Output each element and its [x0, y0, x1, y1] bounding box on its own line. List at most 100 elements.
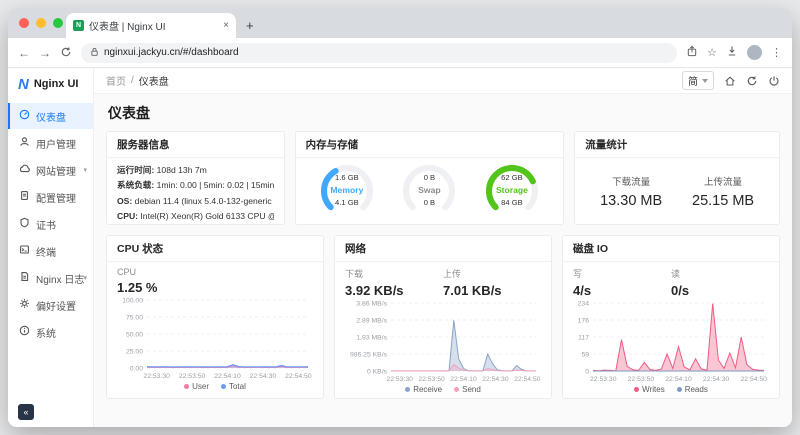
- svg-text:117: 117: [578, 335, 589, 342]
- language-select[interactable]: 简: [682, 71, 714, 90]
- traffic-card: 流量统计 下载流量 13.30 MB 上传流量 25.15 MB: [574, 131, 780, 225]
- network-chart: 3.86 MB/s 2.89 MB/s 1.93 MB/s 986.25 KB/s 0 …: [345, 299, 541, 384]
- file-icon: [19, 190, 30, 204]
- home-icon[interactable]: [724, 75, 736, 87]
- close-window-button[interactable]: [19, 18, 29, 28]
- favicon: N: [73, 20, 84, 31]
- svg-text:0.00: 0.00: [130, 366, 143, 373]
- stat-value: 3.92 KB/s: [345, 283, 404, 298]
- cpu-chart: 100.00 75.00 50.00 25.00 0.00 22:53:30 22:53:5…: [117, 296, 313, 381]
- terminal-icon: [19, 244, 30, 258]
- power-icon[interactable]: [768, 75, 780, 87]
- refresh-icon[interactable]: [746, 75, 758, 87]
- browser-menu-icon[interactable]: ⋮: [771, 47, 782, 59]
- cloud-icon: [19, 163, 30, 177]
- svg-text:22:54:10: 22:54:10: [214, 373, 241, 380]
- sidebar-item-dashboard[interactable]: 仪表盘: [8, 103, 93, 129]
- row-label: CPU:: [117, 211, 139, 222]
- collapse-sidebar-button[interactable]: «: [18, 404, 34, 420]
- gauge-value: 62 GB: [501, 173, 523, 182]
- row-value: debian 11.4 (linux 5.4.0-132-generic x86…: [134, 195, 274, 206]
- sidebar-item-label: 证书: [36, 220, 56, 232]
- gauge-total: 0 B: [423, 198, 436, 207]
- sidebar-item-label: 用户管理: [36, 139, 76, 151]
- stat-label: 写: [573, 269, 583, 279]
- shield-icon: [19, 217, 30, 231]
- legend-item[interactable]: Receive: [405, 385, 442, 394]
- sidebar-item-preferences[interactable]: 偏好设置: [8, 292, 93, 318]
- swap-gauge: 0 B Swap 0 B: [398, 160, 460, 222]
- svg-text:2.89 MB/s: 2.89 MB/s: [356, 318, 387, 325]
- browser-window: N 仪表盘 | Nginx UI × + ← → nginxui.jackyu.…: [8, 8, 792, 427]
- sidebar-item-certificates[interactable]: 证书: [8, 211, 93, 237]
- legend-dot: [405, 387, 411, 392]
- sidebar-item-system[interactable]: 系统: [8, 319, 93, 345]
- sidebar-item-users[interactable]: 用户管理: [8, 130, 93, 156]
- user-icon: [19, 136, 30, 150]
- tab-close-icon[interactable]: ×: [223, 20, 229, 31]
- sidebar-item-label: 网站管理: [36, 166, 76, 178]
- network-upload-stat: 上传 7.01 KB/s: [443, 267, 541, 298]
- svg-text:22:53:30: 22:53:30: [590, 376, 617, 383]
- new-tab-button[interactable]: +: [246, 18, 254, 33]
- row-label: 运行时间:: [117, 165, 155, 175]
- download-icon[interactable]: [726, 45, 738, 60]
- page-title: 仪表盘: [108, 105, 150, 121]
- legend-item[interactable]: Reads: [676, 385, 708, 394]
- memory-gauge: 1.6 GB Memory 4.1 GB: [316, 160, 378, 222]
- breadcrumb-home[interactable]: 首页: [106, 77, 126, 88]
- legend-dot: [676, 387, 682, 392]
- sidebar-item-configs[interactable]: 配置管理: [8, 184, 93, 210]
- svg-text:234: 234: [578, 301, 590, 308]
- legend-item[interactable]: Send: [454, 385, 481, 394]
- svg-text:22:53:50: 22:53:50: [418, 376, 445, 383]
- gauge-total: 4.1 GB: [335, 198, 359, 207]
- disk-chart: 234 176 117 59 0 22:53:30 22:53:50 22:54:10 22:5…: [573, 299, 769, 384]
- breadcrumb-current: 仪表盘: [138, 77, 169, 88]
- sidebar-item-nginx-logs[interactable]: Nginx 日志 ▾: [8, 265, 93, 291]
- svg-text:100.00: 100.00: [122, 298, 143, 305]
- cpu-chart-legend: User Total: [117, 380, 313, 393]
- network-download-stat: 下载 3.92 KB/s: [345, 267, 443, 298]
- stat-label: 上传: [443, 269, 462, 279]
- gauge-total: 84 GB: [501, 198, 523, 207]
- disk-read-stat: 读 0/s: [671, 267, 769, 298]
- stat-label: 下载: [345, 269, 364, 279]
- chevron-down-icon: ▾: [83, 275, 87, 282]
- svg-text:22:54:50: 22:54:50: [285, 373, 312, 380]
- tab-strip: N 仪表盘 | Nginx UI × +: [8, 8, 792, 38]
- header-actions: 简: [682, 71, 780, 90]
- sidebar-item-label: 系统: [36, 328, 56, 340]
- zoom-window-button[interactable]: [53, 18, 63, 28]
- svg-text:0: 0: [585, 369, 589, 376]
- sidebar-item-label: 偏好设置: [36, 301, 76, 313]
- back-icon[interactable]: ←: [18, 45, 30, 60]
- url-text: nginxui.jackyu.cn/#/dashboard: [104, 47, 239, 58]
- legend-item[interactable]: Writes: [634, 385, 665, 394]
- sidebar-item-sites[interactable]: 网站管理 ▾: [8, 157, 93, 183]
- svg-text:986.25 KB/s: 986.25 KB/s: [350, 352, 388, 359]
- legend-item[interactable]: User: [184, 382, 209, 391]
- minimize-window-button[interactable]: [36, 18, 46, 28]
- top-cards-row: 服务器信息 运行时间: 108d 13h 7m 系统负载: 1min: 0.00…: [106, 131, 780, 225]
- legend-item[interactable]: Total: [220, 382, 246, 391]
- cpu-usage-stat: CPU 1.25 %: [117, 267, 313, 295]
- forward-icon[interactable]: →: [39, 45, 51, 60]
- bookmark-star-icon[interactable]: ☆: [707, 47, 717, 59]
- download-traffic-stat: 下载流量 13.30 MB: [600, 174, 662, 209]
- memory-storage-card: 内存与存储 1.6 GB Memory 4.1 GB 0 B Swap 0 B …: [294, 131, 565, 225]
- address-bar[interactable]: nginxui.jackyu.cn/#/dashboard: [81, 42, 678, 63]
- app-logo[interactable]: N Nginx UI: [8, 68, 93, 100]
- sidebar-item-terminal[interactable]: 终端: [8, 238, 93, 264]
- row-value: Intel(R) Xeon(R) Gold 6133 CPU @ 2.50GHz…: [140, 211, 273, 222]
- profile-avatar[interactable]: [747, 45, 762, 60]
- card-title: CPU 状态: [107, 236, 323, 262]
- share-icon[interactable]: [686, 45, 698, 60]
- svg-text:22:54:30: 22:54:30: [482, 376, 509, 383]
- lock-icon: [90, 44, 99, 62]
- reload-icon[interactable]: [60, 46, 72, 60]
- svg-text:22:53:50: 22:53:50: [179, 373, 206, 380]
- browser-tab[interactable]: N 仪表盘 | Nginx UI ×: [66, 13, 236, 38]
- traffic-body: 下载流量 13.30 MB 上传流量 25.15 MB: [575, 158, 779, 224]
- sidebar-menu: 仪表盘 用户管理 网站管理 ▾ 配置管理 证书: [8, 100, 93, 397]
